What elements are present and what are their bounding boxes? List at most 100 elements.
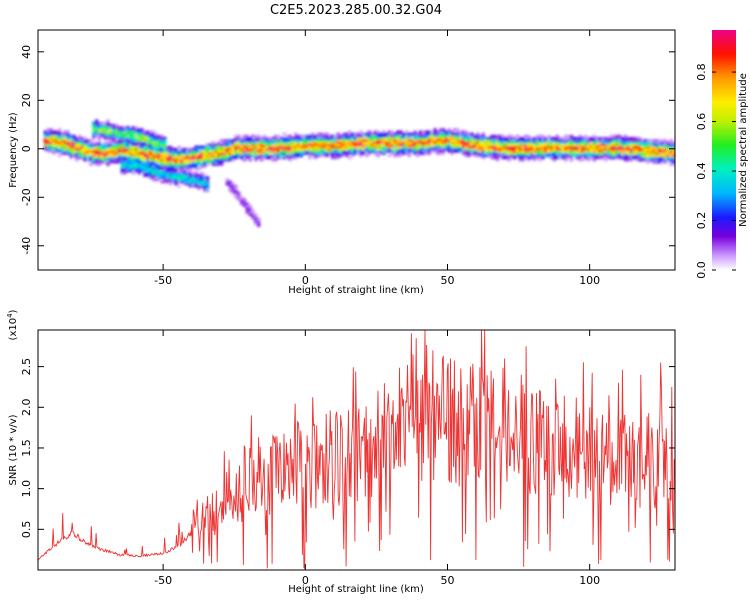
heatmap-cell <box>92 145 96 149</box>
heatmap-cell <box>228 154 232 158</box>
heatmap-cell <box>359 136 363 140</box>
heatmap-cell <box>632 136 636 140</box>
heatmap-cell <box>97 130 102 134</box>
heatmap-cell <box>140 169 144 173</box>
heatmap-cell <box>211 141 215 145</box>
heatmap-cell <box>581 158 585 162</box>
heatmap-cell <box>271 152 275 155</box>
heatmap-cell <box>436 147 440 151</box>
heatmap-cell <box>174 178 178 182</box>
heatmap-cell <box>467 132 471 136</box>
heatmap-cell <box>134 165 139 169</box>
heatmap-cell <box>151 163 156 166</box>
heatmap-cell <box>157 150 161 153</box>
heatmap-cell <box>183 163 187 166</box>
heatmap-cell <box>541 139 545 142</box>
heatmap-cell <box>521 136 525 140</box>
heatmap-cell <box>498 139 503 142</box>
heatmap-cell <box>66 143 70 147</box>
heatmap-cell <box>168 156 173 160</box>
heatmap-cell <box>507 154 511 158</box>
heatmap-cell <box>259 145 264 149</box>
heatmap-cell <box>660 139 665 142</box>
heatmap-cell <box>109 128 113 131</box>
heatmap-cell <box>134 134 139 138</box>
heatmap-cell <box>367 132 372 136</box>
heatmap-cell <box>254 213 258 217</box>
heatmap-cell <box>669 156 673 160</box>
heatmap-cell <box>669 150 673 153</box>
heatmap-cell <box>117 130 122 134</box>
heatmap-cell <box>137 156 141 160</box>
heatmap-cell <box>194 150 198 153</box>
heatmap-cell <box>259 143 264 147</box>
heatmap-cell <box>129 156 133 160</box>
heatmap-cell <box>376 134 380 138</box>
heatmap-cell <box>601 156 605 160</box>
heatmap-cell <box>111 147 116 151</box>
heatmap-cell <box>467 134 471 138</box>
heatmap-cell <box>629 139 633 142</box>
heatmap-cell <box>77 150 82 153</box>
heatmap-cell <box>239 145 244 149</box>
heatmap-cell <box>268 143 272 147</box>
heatmap-cell <box>592 134 596 138</box>
heatmap-cell <box>276 134 281 138</box>
heatmap-cell <box>424 152 429 155</box>
heatmap-cell <box>282 152 287 155</box>
heatmap-cell <box>322 147 326 151</box>
heatmap-cell <box>151 167 156 171</box>
heatmap-cell <box>592 156 596 160</box>
heatmap-cell <box>251 154 255 158</box>
heatmap-cell <box>373 141 378 145</box>
heatmap-cell <box>626 136 631 140</box>
heatmap-cell <box>282 145 287 149</box>
heatmap-cell <box>453 150 457 153</box>
heatmap-cell <box>330 152 335 155</box>
heatmap-cell <box>174 158 178 162</box>
heatmap-cell <box>137 145 141 149</box>
heatmap-cell <box>660 160 665 164</box>
heatmap-cell <box>564 141 568 145</box>
heatmap-cell <box>328 141 332 145</box>
heatmap-cell <box>555 136 560 140</box>
heatmap-cell <box>404 134 409 138</box>
heatmap-cell <box>367 150 372 153</box>
heatmap-cell <box>672 145 675 149</box>
heatmap-cell <box>456 147 460 151</box>
heatmap-cell <box>552 147 557 151</box>
heatmap-cell <box>672 163 675 166</box>
heatmap-cell <box>231 191 235 195</box>
heatmap-cell <box>655 152 659 155</box>
heatmap-cell <box>549 156 554 160</box>
heatmap-cell <box>117 154 122 158</box>
heatmap-cell <box>353 150 358 153</box>
heatmap-cell <box>444 145 449 149</box>
heatmap-cell <box>379 152 383 155</box>
heatmap-cell <box>518 158 523 162</box>
heatmap-cell <box>436 130 440 134</box>
heatmap-cell <box>126 132 130 136</box>
heatmap-cell <box>165 180 170 184</box>
heatmap-cell <box>217 150 221 153</box>
heatmap-cell <box>362 152 366 155</box>
heatmap-cell <box>421 141 426 145</box>
heatmap-cell <box>120 147 124 151</box>
heatmap-cell <box>205 147 210 151</box>
heatmap-cell <box>609 156 614 160</box>
heatmap-cell <box>353 147 358 151</box>
heatmap-cell <box>55 132 59 136</box>
heatmap-cell <box>94 132 99 136</box>
heatmap-cell <box>197 158 201 162</box>
heatmap-cell <box>586 158 591 162</box>
heatmap-cell <box>94 147 99 151</box>
heatmap-cell <box>288 139 292 142</box>
heatmap-cell <box>464 150 469 153</box>
heatmap-cell <box>561 147 565 151</box>
heatmap-cell <box>103 152 107 155</box>
heatmap-cell <box>265 156 269 160</box>
heatmap-cell <box>254 147 258 151</box>
heatmap-cell <box>370 136 375 140</box>
heatmap-cell <box>123 126 127 129</box>
heatmap-cell <box>265 139 269 142</box>
